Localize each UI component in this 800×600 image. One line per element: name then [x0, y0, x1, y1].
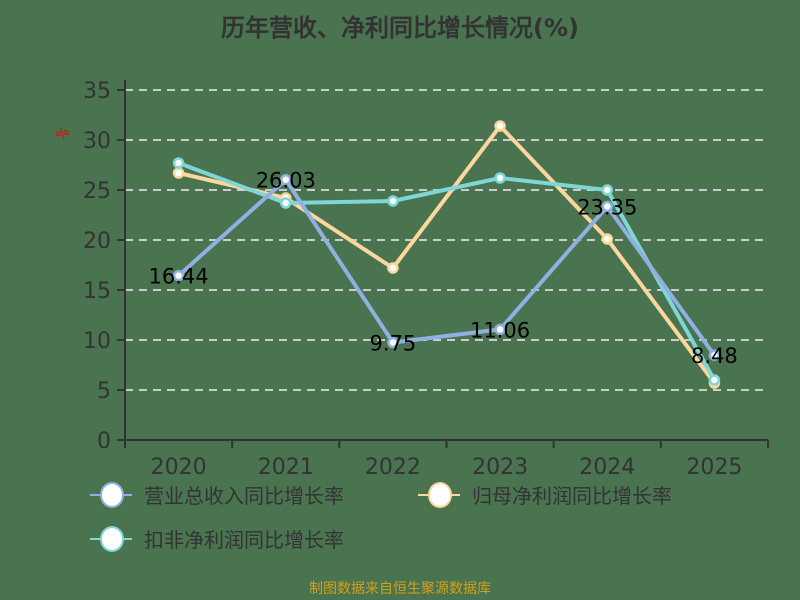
source-note: 制图数据来自恒生聚源数据库: [309, 581, 491, 597]
y-tick-label: 5: [97, 379, 111, 404]
x-tick-label: 2022: [365, 455, 421, 480]
x-tick-label: 2024: [579, 455, 635, 480]
chart-title: 历年营收、净利同比增长情况(%): [221, 14, 579, 42]
data-point: [387, 195, 399, 207]
x-tick-label: 2020: [151, 455, 207, 480]
y-axis-unit-label: %: [53, 124, 72, 143]
legend-marker-icon: [90, 481, 132, 508]
y-tick-label: 15: [83, 279, 111, 304]
legend-label: 营业总收入同比增长率: [144, 484, 344, 508]
data-point: [494, 172, 506, 184]
data-label: 9.75: [370, 332, 417, 356]
y-tick-label: 0: [97, 429, 111, 454]
y-tick-label: 25: [83, 179, 111, 204]
data-point: [708, 349, 721, 361]
legend-item-revenue[interactable]: 营业总收入同比增长率: [90, 480, 344, 509]
legend-label: 扣非净利润同比增长率: [144, 528, 344, 552]
data-point: [601, 233, 613, 245]
series-line: [178, 124, 717, 385]
data-label: 11.06: [470, 318, 530, 342]
data-point: [172, 167, 185, 179]
legend-marker-icon: [90, 525, 132, 552]
series-line: [177, 177, 717, 357]
data-point: [172, 157, 185, 169]
data-label: 26.03: [256, 169, 316, 193]
y-tick-label: 30: [83, 129, 111, 154]
data-point: [601, 200, 613, 213]
data-point: [387, 262, 399, 274]
data-label: 8.48: [691, 344, 738, 368]
x-tick-label: 2023: [472, 455, 528, 480]
legend-item-deducted-net-profit[interactable]: 扣非净利润同比增长率: [90, 524, 344, 553]
legend-item-net-profit[interactable]: 归母净利润同比增长率: [418, 480, 672, 509]
data-point: [280, 173, 292, 186]
legend-label: 归母净利润同比增长率: [472, 484, 672, 508]
data-point: [494, 120, 506, 132]
data-point: [387, 336, 399, 349]
y-tick-label: 10: [83, 329, 111, 354]
data-point: [280, 197, 292, 209]
data-point: [708, 374, 721, 386]
data-label: 23.35: [577, 196, 637, 220]
x-tick-label: 2025: [686, 455, 742, 480]
data-point: [601, 184, 613, 196]
legend-marker-icon: [418, 481, 460, 508]
x-tick-label: 2021: [258, 455, 314, 480]
data-label: 16.44: [149, 265, 209, 289]
y-tick-label: 20: [83, 229, 111, 254]
data-point: [172, 269, 185, 282]
y-tick-label: 35: [83, 79, 111, 104]
data-point: [494, 323, 506, 336]
